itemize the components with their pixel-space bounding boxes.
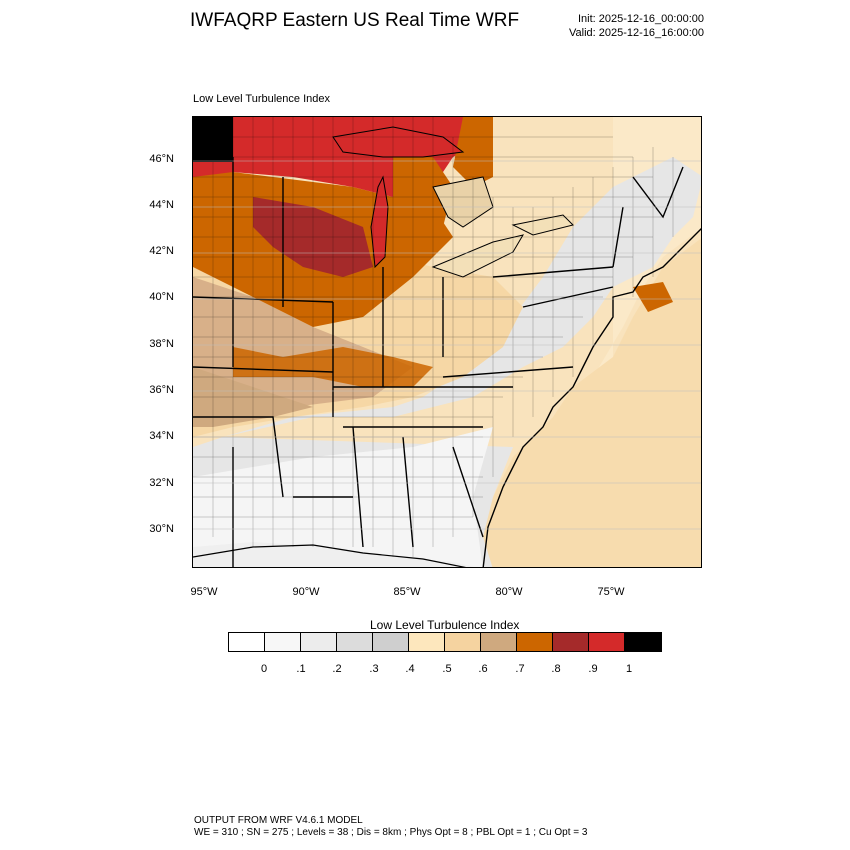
- map-panel: [192, 116, 702, 568]
- lat-label: 38°N: [149, 338, 174, 350]
- county-borders: [193, 117, 674, 557]
- footer-config-info: WE = 310 ; SN = 275 ; Levels = 38 ; Dis …: [194, 827, 588, 838]
- lat-label: 46°N: [149, 153, 174, 165]
- colorbar-title: Low Level Turbulence Index: [370, 618, 520, 632]
- offshore-orange: [633, 282, 673, 312]
- lat-label: 40°N: [149, 291, 174, 303]
- lat-label: 42°N: [149, 245, 174, 257]
- lat-label: 30°N: [149, 523, 174, 535]
- colorbar-tick: .3: [369, 663, 379, 675]
- colorbar-tick: .9: [588, 663, 598, 675]
- lon-label: 80°W: [495, 586, 523, 598]
- valid-time: Valid: 2025-12-16_16:00:00: [569, 27, 704, 39]
- gulf-coastline: [193, 544, 467, 567]
- colorbar-cell: [517, 633, 553, 651]
- panel-title: Low Level Turbulence Index: [193, 93, 330, 105]
- colorbar-tick: .2: [332, 663, 342, 675]
- ocean-outer: [473, 238, 701, 567]
- colorbar-cell: [553, 633, 589, 651]
- colorbar-cell: [265, 633, 301, 651]
- coastline: [482, 228, 701, 567]
- graticule: [193, 160, 701, 530]
- colorbar-cell: [481, 633, 517, 651]
- colorbar-tick: .4: [405, 663, 415, 675]
- colorbar-tick: .6: [478, 663, 488, 675]
- ontario-orange: [453, 117, 493, 187]
- colorbar-tick: 1: [625, 663, 633, 675]
- lon-label: 75°W: [597, 586, 625, 598]
- lon-label: 85°W: [393, 586, 421, 598]
- main-title: IWFAQRP Eastern US Real Time WRF: [190, 10, 520, 31]
- colorbar-cell: [229, 633, 265, 651]
- colorbar-tick: .5: [442, 663, 452, 675]
- footer-model-info: OUTPUT FROM WRF V4.6.1 MODEL: [194, 815, 363, 826]
- lat-label: 34°N: [149, 430, 174, 442]
- colorbar-cell: [589, 633, 625, 651]
- colorbar-cell: [301, 633, 337, 651]
- turbulence-map: [193, 117, 701, 567]
- lake-superior: [332, 126, 465, 158]
- colorbar-cell: [445, 633, 481, 651]
- lat-label: 44°N: [149, 199, 174, 211]
- colorbar-cell: [337, 633, 373, 651]
- lon-label: 90°W: [292, 586, 320, 598]
- lat-label: 32°N: [149, 477, 174, 489]
- colorbar-cell: [373, 633, 409, 651]
- colorbar-tick: .8: [551, 663, 561, 675]
- colorbar-tick: .7: [515, 663, 525, 675]
- colorbar-cell: [625, 633, 661, 651]
- colorbar: [228, 632, 662, 652]
- lon-label: 95°W: [190, 586, 218, 598]
- colorbar-cell: [409, 633, 445, 651]
- lake-erie: [431, 234, 525, 278]
- init-time: Init: 2025-12-16_00:00:00: [578, 13, 704, 25]
- gulf-water: [193, 542, 475, 567]
- colorbar-tick: 0: [260, 663, 268, 675]
- lat-label: 36°N: [149, 384, 174, 396]
- colorbar-tick: .1: [296, 663, 306, 675]
